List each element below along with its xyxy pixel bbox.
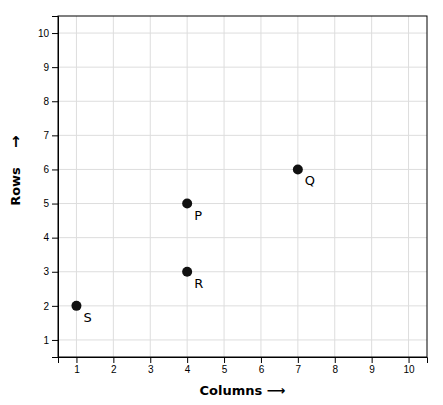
tick: 8	[43, 96, 58, 107]
tick-label: 3	[148, 364, 154, 375]
tick-mark	[113, 357, 114, 363]
points	[71, 164, 302, 310]
tick: 6	[259, 357, 265, 375]
point-label: R	[194, 276, 203, 291]
tick: 8	[332, 357, 338, 375]
tick-mark	[261, 357, 262, 363]
tick-mark	[52, 340, 58, 341]
tick: 2	[43, 301, 58, 312]
tick: 9	[369, 357, 375, 375]
grid-line	[58, 101, 427, 102]
tick-mark	[52, 33, 58, 34]
tick-label: 9	[43, 62, 49, 73]
point	[182, 199, 192, 209]
tick-mark	[52, 67, 58, 68]
tick: 10	[38, 28, 58, 39]
tick: 9	[43, 62, 58, 73]
tick: 7	[296, 357, 302, 375]
tick-label: 5	[43, 198, 49, 209]
point	[293, 164, 303, 174]
tick-label: 10	[38, 28, 50, 39]
point-labels: P Q R S	[83, 173, 315, 324]
y-axis: 1 2 3 4 5 6 7 8 9 10	[38, 17, 59, 358]
tick: 6	[43, 164, 58, 175]
tick-label: 7	[296, 364, 302, 375]
tick: 4	[43, 232, 58, 243]
chart: 1 2 3 4 5 6 7 8 9 10 1 2 3 4 5 6 7 8 9 10 P Q R S Columns ⟶ Rows ↑	[0, 0, 443, 405]
tick-mark	[52, 101, 58, 102]
tick-label: 5	[222, 364, 228, 375]
grid	[58, 16, 427, 357]
grid-line	[58, 339, 427, 340]
tick: 10	[403, 357, 415, 375]
tick-mark	[52, 238, 58, 239]
tick-label: 7	[43, 130, 49, 141]
grid-line	[58, 203, 427, 204]
tick: 7	[43, 130, 58, 141]
tick: 1	[43, 335, 58, 346]
tick-mark	[335, 357, 336, 363]
tick-mark	[150, 357, 151, 363]
tick-label: 2	[111, 364, 117, 375]
y-axis-title: Rows	[8, 167, 23, 206]
tick-mark	[298, 357, 299, 363]
tick: 5	[43, 198, 58, 209]
tick-mark	[187, 357, 188, 363]
axis-line	[52, 17, 59, 358]
tick-mark	[224, 357, 225, 363]
point-label: P	[194, 208, 202, 223]
tick-mark	[76, 357, 77, 363]
annotation: ↑	[10, 133, 23, 151]
tick: 3	[43, 266, 58, 277]
tick-mark	[372, 357, 373, 363]
tick-label: 4	[43, 232, 49, 243]
grid-line	[58, 271, 427, 272]
tick-label: 8	[43, 96, 49, 107]
plot-frame	[58, 16, 427, 357]
tick: 1	[74, 357, 80, 375]
tick-label: 1	[43, 335, 49, 346]
tick: 2	[111, 357, 117, 375]
point-label: S	[83, 310, 91, 325]
grid-line	[58, 237, 427, 238]
x-axis-title: Columns ⟶	[200, 383, 286, 398]
tick-mark	[409, 357, 410, 363]
plot: 1 2 3 4 5 6 7 8 9 10 1 2 3 4 5 6 7 8 9 10 P Q R S	[38, 16, 428, 375]
tick-label: 3	[43, 266, 49, 277]
tick-label: 2	[43, 301, 49, 312]
point-label: Q	[305, 173, 315, 188]
grid-line	[58, 135, 427, 136]
tick-mark	[52, 306, 58, 307]
tick: 4	[185, 357, 191, 375]
tick-label: 4	[185, 364, 191, 375]
tick-mark	[52, 135, 58, 136]
grid-line	[58, 305, 427, 306]
grid-line	[58, 169, 427, 170]
x-axis: 1 2 3 4 5 6 7 8 9 10	[59, 357, 428, 375]
tick-label: 6	[43, 164, 49, 175]
tick-label: 6	[259, 364, 265, 375]
tick-label: 9	[369, 364, 375, 375]
point	[71, 301, 81, 311]
tick-mark	[52, 169, 58, 170]
tick-label: 8	[332, 364, 338, 375]
tick-label: 10	[403, 364, 415, 375]
point	[182, 267, 192, 277]
tick: 5	[222, 357, 228, 375]
grid-line	[58, 67, 427, 68]
tick-label: 1	[74, 364, 80, 375]
tick: 3	[148, 357, 154, 375]
axis-line	[59, 358, 428, 364]
tick-mark	[52, 204, 58, 205]
grid-line	[58, 33, 427, 34]
tick-mark	[52, 272, 58, 273]
